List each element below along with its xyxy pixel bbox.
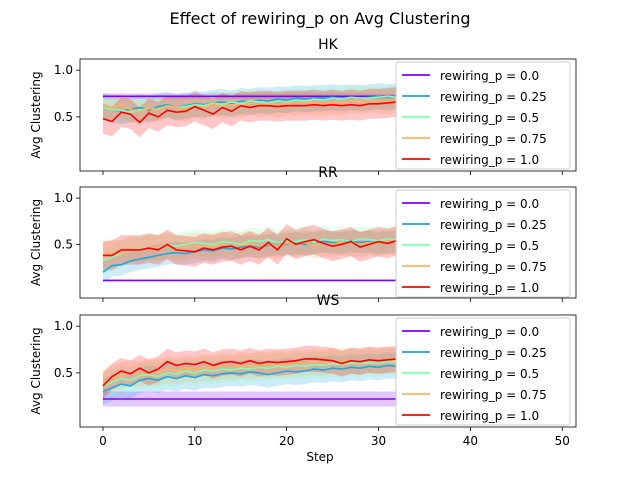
legend: rewiring_p = 0.0 rewiring_p = 0.25 rewirin… bbox=[395, 189, 571, 298]
x-tick-label: 50 bbox=[555, 434, 570, 448]
series-line bbox=[103, 237, 398, 257]
subplot-ws: 0.5 1.0 0 10 20 30 40 50 Avg Clustering WS rewirin… bbox=[29, 293, 577, 448]
legend-label: rewiring_p = 0.5 bbox=[440, 111, 539, 125]
series-line bbox=[102, 360, 397, 387]
legend-label: rewiring_p = 0.75 bbox=[440, 260, 547, 274]
figure-title: Effect of rewiring_p on Avg Clustering bbox=[169, 9, 470, 29]
confidence-band bbox=[103, 348, 397, 399]
confidence-band bbox=[103, 83, 397, 125]
y-tick-label: 0.5 bbox=[54, 110, 73, 124]
legend-label: rewiring_p = 0.5 bbox=[440, 239, 539, 253]
legend-label: rewiring_p = 1.0 bbox=[440, 281, 539, 295]
legend-label: rewiring_p = 0.0 bbox=[440, 197, 539, 211]
subplot-title: RR bbox=[318, 165, 338, 181]
legend-label: rewiring_p = 0.25 bbox=[440, 218, 547, 232]
legend-label: rewiring_p = 0.75 bbox=[440, 388, 547, 402]
confidence-band bbox=[103, 346, 397, 396]
legend-label: rewiring_p = 0.25 bbox=[440, 346, 547, 360]
y-tick-label: 1.0 bbox=[54, 191, 73, 205]
legend-label: rewiring_p = 0.0 bbox=[440, 325, 539, 339]
subplot-title: WS bbox=[317, 293, 340, 309]
y-axis-label: Avg Clustering bbox=[29, 199, 43, 286]
confidence-band bbox=[103, 85, 397, 124]
y-tick-label: 0.5 bbox=[54, 237, 73, 251]
x-tick-label: 0 bbox=[99, 434, 107, 448]
plot-area bbox=[102, 345, 397, 407]
x-tick-label: 20 bbox=[279, 434, 294, 448]
legend-label: rewiring_p = 0.5 bbox=[440, 367, 539, 381]
y-axis-label: Avg Clustering bbox=[29, 327, 43, 414]
legend-box bbox=[395, 61, 571, 170]
series-line bbox=[102, 358, 397, 387]
legend-label: rewiring_p = 1.0 bbox=[440, 409, 539, 423]
confidence-band bbox=[103, 225, 397, 274]
x-tick-label: 30 bbox=[371, 434, 386, 448]
y-tick-label: 1.0 bbox=[54, 63, 73, 77]
y-tick-label: 1.0 bbox=[54, 319, 73, 333]
y-tick-label: 0.5 bbox=[54, 366, 73, 380]
series-line bbox=[102, 364, 397, 393]
subplot-title: HK bbox=[318, 37, 339, 53]
legend-label: rewiring_p = 0.25 bbox=[440, 90, 547, 104]
legend-label: rewiring_p = 0.75 bbox=[440, 132, 547, 146]
y-axis-label: Avg Clustering bbox=[29, 71, 43, 158]
x-tick-label: 10 bbox=[187, 434, 202, 448]
plot-area bbox=[102, 83, 398, 138]
series-line bbox=[102, 101, 397, 124]
legend-label: rewiring_p = 1.0 bbox=[440, 153, 539, 167]
axes-frame bbox=[79, 58, 577, 172]
legend-box bbox=[395, 317, 571, 426]
x-tick-label: 40 bbox=[463, 434, 478, 448]
confidence-band bbox=[103, 224, 397, 271]
legend: rewiring_p = 0.0 rewiring_p = 0.25 rewirin… bbox=[395, 61, 571, 170]
legend: rewiring_p = 0.0 rewiring_p = 0.25 rewirin… bbox=[395, 317, 571, 426]
axes-frame bbox=[79, 186, 577, 299]
series-line bbox=[102, 99, 398, 114]
x-axis-label: Step bbox=[306, 450, 333, 464]
plot-area bbox=[102, 224, 398, 284]
legend-box bbox=[395, 189, 571, 298]
axes-frame bbox=[79, 314, 577, 428]
legend-label: rewiring_p = 0.0 bbox=[440, 69, 539, 83]
